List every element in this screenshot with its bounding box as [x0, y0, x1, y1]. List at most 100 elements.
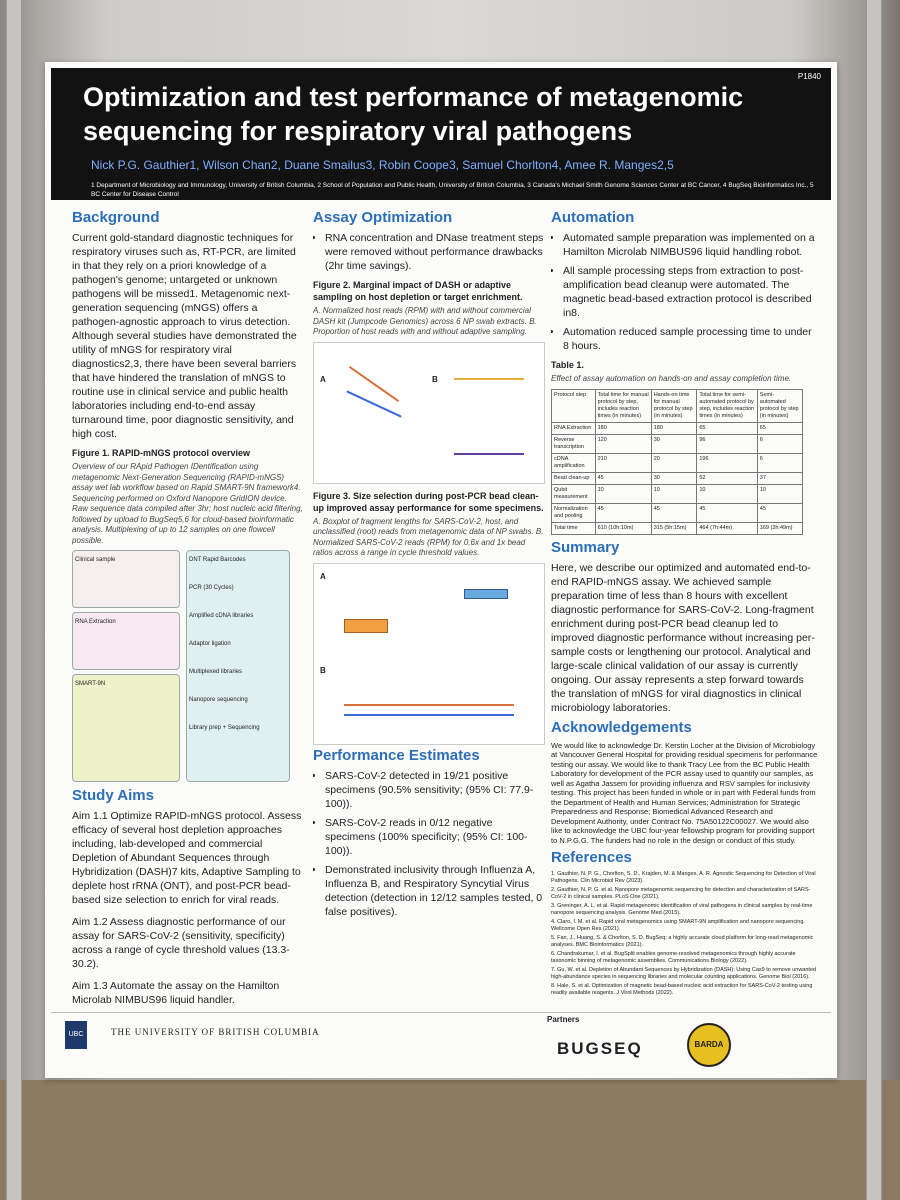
label: Multiplexed libraries	[189, 669, 243, 675]
list: Automated sample preparation was impleme…	[551, 231, 819, 353]
cell: 45	[594, 502, 652, 523]
table-row: Bead clean-up 45 30 52 37	[551, 471, 804, 485]
panel-label: A	[320, 374, 326, 384]
box	[464, 588, 508, 599]
item: SARS-CoV-2 reads in 0/12 negative specim…	[325, 816, 545, 858]
item: Automation reduced sample processing tim…	[563, 325, 819, 353]
line	[344, 713, 514, 716]
cell: 45	[650, 502, 698, 523]
heading: References	[551, 849, 632, 866]
poster: P1840 Optimization and test performance …	[45, 62, 837, 1078]
cell: 10	[696, 483, 758, 504]
heading: Automation	[551, 209, 635, 226]
cell: 464 (7h:44m)	[696, 521, 758, 535]
partner-logo: BUGSEQ	[557, 1039, 643, 1058]
reference: 4. Claro, I. M. et al. Rapid viral metag…	[551, 919, 805, 932]
label: Amplified cDNA libraries	[189, 613, 254, 619]
cell: 610 (10h:10m)	[594, 521, 652, 535]
cell: Reverse transcription	[551, 433, 596, 454]
table-row: Normalization and pooling 45 45 45 45	[551, 502, 804, 523]
cell: 6	[756, 452, 804, 473]
panel-label: A	[320, 571, 326, 581]
list: SARS-CoV-2 detected in 19/21 positive sp…	[313, 769, 545, 919]
cell: cDNA amplification	[551, 452, 596, 473]
table: Protocol step Total time for manual proto…	[551, 388, 804, 535]
heading: Background	[72, 209, 160, 226]
column-header: Protocol step	[551, 388, 596, 423]
aim: Aim 1.1 Optimize RAPID-mNGS protocol. As…	[72, 810, 302, 906]
table-row: RNA Extraction 180 180 65 65	[551, 421, 804, 435]
title: Optimization and test performance of met…	[83, 82, 744, 146]
cell: 30	[650, 433, 698, 454]
panel: DNT Rapid Barcodes PCR (30 Cycles) Ampli…	[186, 550, 290, 782]
column-header: Total time for manual protocol by step, …	[594, 388, 652, 423]
table-header-row: Protocol step Total time for manual proto…	[551, 388, 804, 423]
floor	[0, 1080, 900, 1200]
header: P1840 Optimization and test performance …	[51, 68, 831, 200]
reference: 5. Fan, J., Huang, S. & Chorlton, S. D. …	[551, 935, 814, 948]
figure-caption: A. Boxplot of fragment lengths for SARS-…	[313, 516, 544, 558]
cell: 20	[650, 452, 698, 473]
item: RNA concentration and DNase treatment st…	[325, 231, 545, 273]
cell: 65	[696, 421, 758, 435]
cell: 196	[696, 452, 758, 473]
reference: 1. Gauthier, N. P. G., Chorlton, S. D., …	[551, 871, 816, 884]
affiliations: 1 Department of Microbiology and Immunol…	[91, 182, 814, 198]
cell: 120	[594, 433, 652, 454]
column: Background Current gold-standard diagnos…	[72, 207, 304, 1007]
partner-logo: BARDA	[687, 1023, 731, 1067]
column-header: Hands-on time for manual protocol by ste…	[650, 388, 698, 423]
heading: Study Aims	[72, 787, 154, 804]
cell: 10	[650, 483, 698, 504]
cell: 30	[650, 471, 698, 485]
cell: 180	[650, 421, 698, 435]
cell: 169 (2h:49m)	[756, 521, 804, 535]
table-row: Total time 610 (10h:10m) 315 (5h:15m) 464 (…	[551, 521, 804, 535]
cell: 52	[696, 471, 758, 485]
partners-label: Partners	[547, 1015, 580, 1024]
table-row: Reverse transcription 120 30 96 6	[551, 433, 804, 454]
panel: RNA Extraction	[72, 612, 180, 670]
figure: A B	[313, 562, 545, 745]
panel-label: B	[432, 374, 438, 384]
cell: 45	[756, 502, 804, 523]
aim: Aim 1.2 Assess diagnostic performance of…	[72, 916, 290, 970]
figure-caption: A. Normalized host reads (RPM) with and …	[313, 306, 537, 336]
heading: Performance Estimates	[313, 746, 480, 764]
cell: 315 (5h:15m)	[650, 521, 698, 535]
cell: 65	[756, 421, 804, 435]
figure-title: Figure 2. Marginal impact of DASH or ada…	[313, 280, 523, 302]
line	[346, 389, 402, 418]
logo: UBC	[65, 1021, 87, 1049]
reference: 2. Gauthier, N. P. G. et al. Nanopore me…	[551, 887, 811, 900]
reference-list: 1. Gauthier, N. P. G., Chorlton, S. D., …	[551, 871, 819, 997]
list: RNA concentration and DNase treatment st…	[313, 231, 545, 273]
table-row: Qubit measurement 10 10 10 10	[551, 483, 804, 504]
panel: Clinical sample	[72, 550, 180, 608]
item: SARS-CoV-2 detected in 19/21 positive sp…	[325, 769, 545, 811]
reference: 3. Greninger, A. L. et al. Rapid metagen…	[551, 903, 813, 916]
column: Automation Automated sample preparation …	[551, 207, 819, 1007]
label: RNA Extraction	[75, 619, 116, 625]
item: Demonstrated inclusivity through Influen…	[325, 863, 545, 919]
line	[454, 452, 524, 455]
cell: 45	[696, 502, 758, 523]
label: Library prep + Sequencing	[189, 725, 260, 731]
paragraph: Current gold-standard diagnostic techniq…	[72, 232, 297, 440]
label: PCR (30 Cycles)	[189, 585, 234, 591]
university: THE UNIVERSITY OF BRITISH COLUMBIA	[111, 1027, 320, 1037]
box	[344, 618, 388, 633]
booth-post	[866, 0, 882, 1200]
cell: Bead clean-up	[551, 471, 596, 485]
cell: RNA Extraction	[551, 421, 596, 435]
table-row: cDNA amplification 210 20 196 6	[551, 452, 804, 473]
line	[344, 703, 514, 706]
figure-title: Figure 3. Size selection during post-PCR…	[313, 490, 544, 513]
cell: 180	[594, 421, 652, 435]
panel-label: B	[320, 665, 326, 675]
cell: 96	[696, 433, 758, 454]
heading: Acknowledgements	[551, 718, 692, 736]
poster-code: P1840	[797, 72, 821, 81]
label: DNT Rapid Barcodes	[189, 557, 246, 563]
